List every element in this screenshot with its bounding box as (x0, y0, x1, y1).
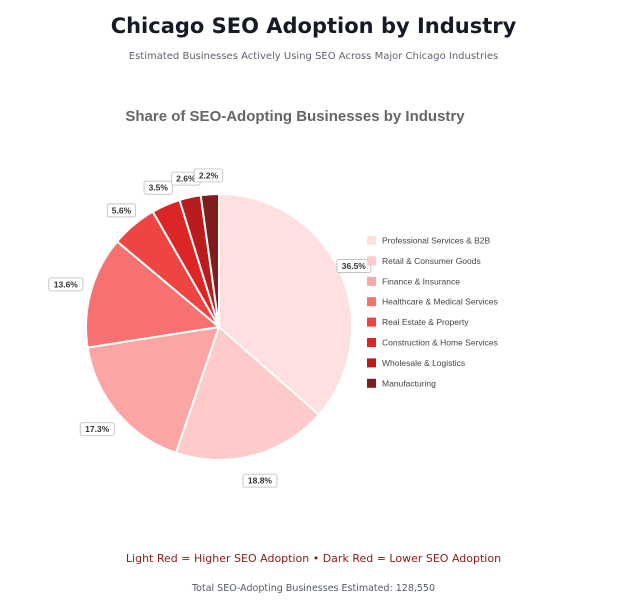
data-label-value: 3.5% (149, 183, 169, 193)
data-label-value: 2.6% (176, 174, 196, 184)
legend-item-healthcare-and-medical-services: Healthcare & Medical Services (367, 297, 498, 307)
page-title: Chicago SEO Adoption by Industry (110, 14, 517, 38)
data-label-manufacturing: 2.2% (193, 168, 224, 183)
legend-item-manufacturing: Manufacturing (367, 378, 436, 388)
pie-slice-finance-and-insurance (86, 325, 221, 455)
data-labels: 36.5% 18.8% 17.3% 13.6% 5.6% 3.5% 2.6% 2.2% (48, 168, 372, 488)
legend-label: Construction & Home Services (382, 338, 498, 348)
legend: Professional Services & B2B Retail & Cons… (367, 236, 498, 388)
legend-label: Wholesale & Logistics (382, 358, 465, 368)
legend-item-professional-services-and-b2b: Professional Services & B2B (367, 236, 491, 246)
legend-label: Real Estate & Property (382, 317, 469, 327)
data-label-box (106, 203, 137, 218)
legend-label: Manufacturing (382, 378, 436, 388)
data-label-box (242, 473, 278, 488)
data-label-box (48, 277, 84, 292)
data-label-value: 5.6% (112, 205, 132, 215)
legend-item-retail-and-consumer-goods: Retail & Consumer Goods (367, 256, 481, 266)
data-label-value: 13.6% (54, 279, 79, 289)
legend-swatch (367, 358, 376, 368)
data-label-box (193, 168, 224, 183)
legend-item-finance-and-insurance: Finance & Insurance (367, 276, 460, 286)
data-label-real-estate-and-property: 5.6% (106, 203, 137, 218)
legend-swatch (367, 297, 376, 307)
data-label-box (143, 180, 173, 195)
legend-item-construction-and-home-services: Construction & Home Services (367, 338, 498, 348)
pie-slices (85, 192, 353, 461)
legend-item-wholesale-and-logistics: Wholesale & Logistics (367, 358, 465, 368)
legend-swatch (367, 317, 376, 327)
legend-label: Professional Services & B2B (382, 236, 491, 246)
data-label-value: 17.3% (85, 424, 110, 434)
legend-label: Retail & Consumer Goods (382, 256, 481, 266)
data-label-value: 36.5% (342, 261, 367, 271)
data-label-value: 2.2% (199, 170, 219, 180)
page-subtitle: Estimated Businesses Actively Using SEO … (128, 51, 499, 62)
pie-slice-healthcare-and-medical-services (85, 240, 222, 349)
legend-label: Finance & Insurance (382, 276, 460, 286)
legend-swatch (367, 256, 376, 266)
legend-label: Healthcare & Medical Services (382, 297, 498, 307)
legend-swatch (367, 236, 376, 245)
pie-slice-retail-and-consumer-goods (174, 325, 321, 461)
data-label-professional-services-and-b2b: 36.5% (336, 259, 372, 273)
data-label-value: 18.8% (248, 476, 273, 486)
data-label-finance-and-insurance: 17.3% (79, 422, 115, 437)
data-label-healthcare-and-medical-services: 13.6% (48, 277, 84, 292)
data-label-box (336, 259, 372, 273)
chart-title: Share of SEO-Adopting Businesses by Indu… (125, 108, 465, 125)
legend-item-real-estate-and-property: Real Estate & Property (367, 317, 469, 327)
legend-swatch (367, 378, 376, 388)
data-label-box (79, 422, 115, 437)
legend-swatch (367, 338, 376, 347)
color-scale-note: Light Red = Higher SEO Adoption • Dark R… (125, 552, 502, 565)
legend-swatch (367, 276, 376, 286)
pie-slice-manufacturing (199, 192, 220, 328)
data-label-construction-and-home-services: 3.5% (143, 180, 173, 195)
total-businesses-note: Total SEO-Adopting Businesses Estimated:… (191, 583, 436, 594)
data-label-retail-and-consumer-goods: 18.8% (242, 473, 278, 488)
